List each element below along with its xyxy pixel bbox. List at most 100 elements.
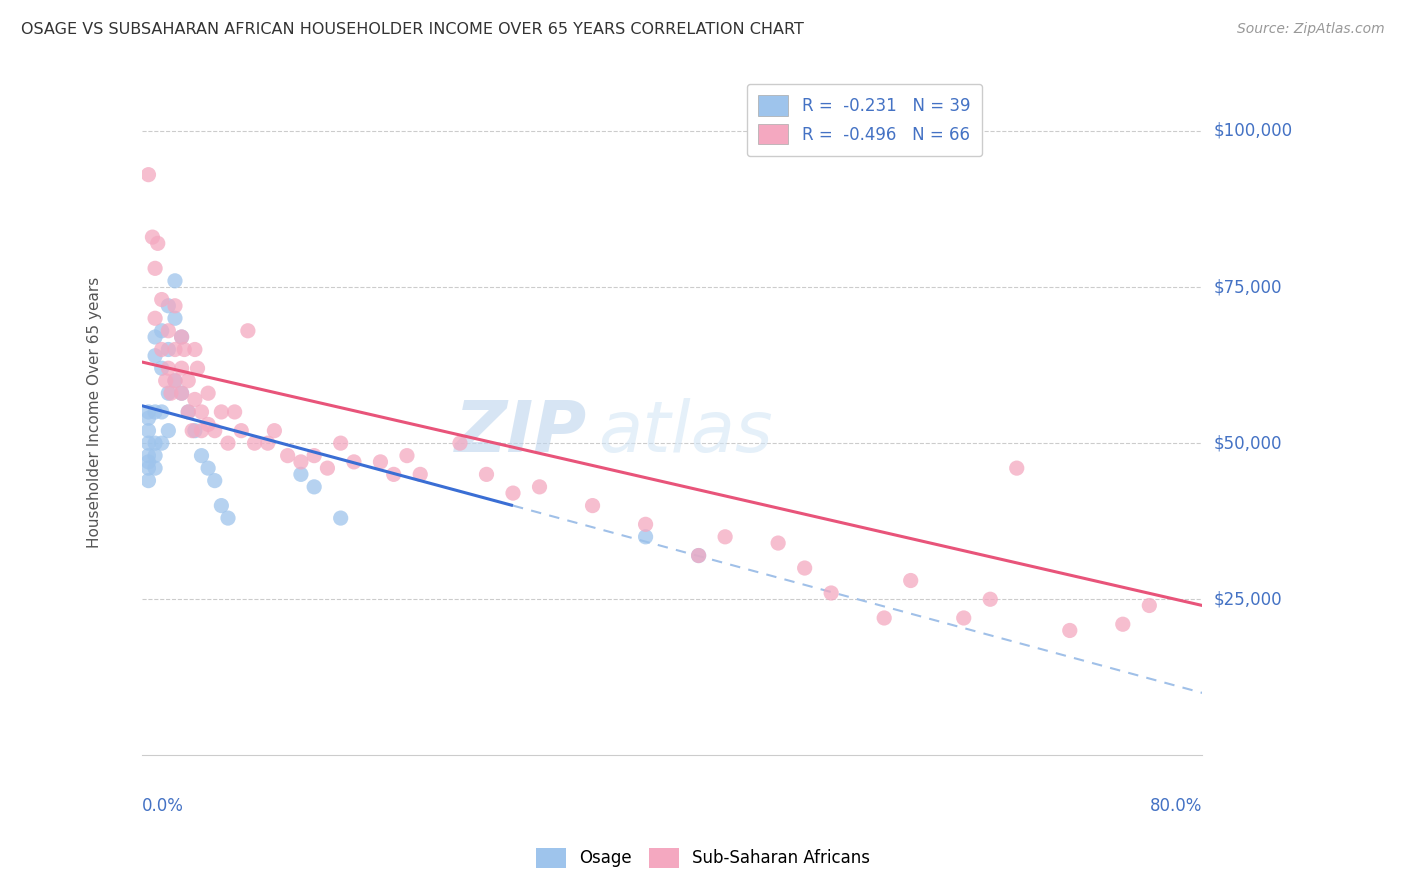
Point [155, 374, 177, 388]
Point [343, 455, 366, 469]
Point [793, 561, 815, 575]
Text: atlas: atlas [598, 398, 772, 467]
Point [163, 311, 186, 326]
Point [186, 361, 208, 376]
Point [170, 361, 193, 376]
Point [150, 436, 173, 450]
Point [1005, 461, 1028, 475]
Point [184, 424, 207, 438]
Point [138, 411, 160, 425]
Point [204, 474, 226, 488]
Point [150, 405, 173, 419]
Point [204, 424, 226, 438]
Point [150, 324, 173, 338]
Point [329, 436, 352, 450]
Text: 0.0%: 0.0% [142, 797, 184, 814]
Point [197, 461, 219, 475]
Point [197, 386, 219, 401]
Point [181, 424, 204, 438]
Point [177, 374, 200, 388]
Point [236, 324, 259, 338]
Point [138, 449, 160, 463]
Point [190, 424, 212, 438]
Point [766, 536, 789, 550]
Point [529, 480, 551, 494]
Point [209, 405, 232, 419]
Legend: Osage, Sub-Saharan Africans: Osage, Sub-Saharan Africans [529, 841, 877, 875]
Point [243, 436, 266, 450]
Point [209, 499, 232, 513]
Point [138, 168, 160, 182]
Point [170, 386, 193, 401]
Point [143, 449, 166, 463]
Point [170, 386, 193, 401]
Point [1137, 599, 1160, 613]
Point [184, 392, 207, 407]
Point [143, 330, 166, 344]
Point [138, 436, 160, 450]
Point [146, 236, 169, 251]
Point [163, 299, 186, 313]
Point [157, 343, 180, 357]
Point [138, 474, 160, 488]
Point [900, 574, 922, 588]
Text: OSAGE VS SUBSAHARAN AFRICAN HOUSEHOLDER INCOME OVER 65 YEARS CORRELATION CHART: OSAGE VS SUBSAHARAN AFRICAN HOUSEHOLDER … [21, 22, 804, 37]
Point [409, 467, 432, 482]
Point [688, 549, 710, 563]
Point [217, 436, 239, 450]
Point [177, 405, 200, 419]
Text: $100,000: $100,000 [1213, 122, 1292, 140]
Point [170, 330, 193, 344]
Point [370, 455, 392, 469]
Point [316, 461, 339, 475]
Point [1059, 624, 1081, 638]
Point [170, 330, 193, 344]
Point [163, 374, 186, 388]
Point [138, 424, 160, 438]
Text: Householder Income Over 65 years: Householder Income Over 65 years [87, 277, 101, 548]
Point [502, 486, 524, 500]
Point [873, 611, 896, 625]
Point [157, 299, 180, 313]
Point [256, 436, 278, 450]
Point [277, 449, 299, 463]
Point [190, 405, 212, 419]
Point [302, 449, 325, 463]
Point [395, 449, 418, 463]
Point [820, 586, 842, 600]
Point [979, 592, 1001, 607]
Point [217, 511, 239, 525]
Text: $25,000: $25,000 [1213, 591, 1282, 608]
Point [143, 436, 166, 450]
Point [138, 461, 160, 475]
Point [143, 311, 166, 326]
Point [952, 611, 974, 625]
Point [157, 361, 180, 376]
Point [157, 386, 180, 401]
Point [197, 417, 219, 432]
Point [150, 343, 173, 357]
Point [224, 405, 246, 419]
Point [157, 324, 180, 338]
Point [173, 343, 195, 357]
Point [290, 467, 312, 482]
Point [150, 293, 173, 307]
Point [141, 230, 163, 244]
Point [163, 274, 186, 288]
Legend: R =  -0.231   N = 39, R =  -0.496   N = 66: R = -0.231 N = 39, R = -0.496 N = 66 [747, 84, 981, 156]
Point [190, 449, 212, 463]
Point [177, 405, 200, 419]
Text: 80.0%: 80.0% [1150, 797, 1202, 814]
Text: Source: ZipAtlas.com: Source: ZipAtlas.com [1237, 22, 1385, 37]
Point [581, 499, 603, 513]
Point [714, 530, 737, 544]
Point [449, 436, 471, 450]
Point [143, 405, 166, 419]
Point [263, 424, 285, 438]
Point [329, 511, 352, 525]
Point [143, 461, 166, 475]
Point [290, 455, 312, 469]
Text: ZIP: ZIP [456, 398, 588, 467]
Point [160, 386, 183, 401]
Point [302, 480, 325, 494]
